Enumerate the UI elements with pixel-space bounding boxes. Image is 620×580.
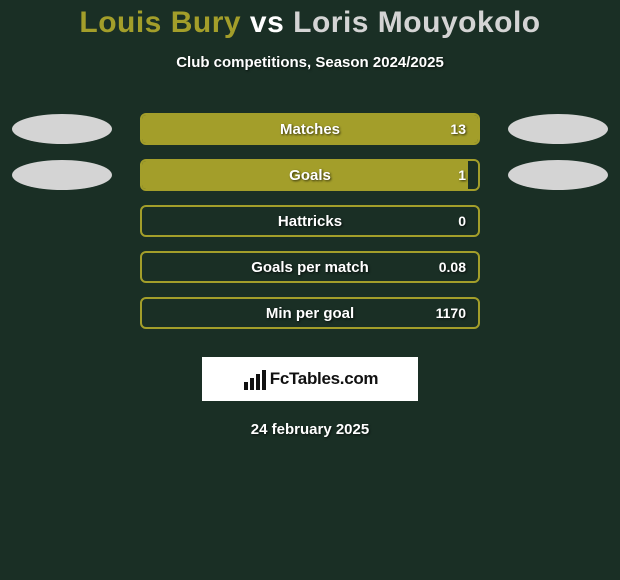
stat-row: Matches13 bbox=[0, 113, 620, 145]
stat-bar: Min per goal1170 bbox=[140, 297, 480, 329]
stat-label: Goals bbox=[142, 161, 478, 189]
stat-label: Hattricks bbox=[142, 207, 478, 235]
subtitle: Club competitions, Season 2024/2025 bbox=[0, 54, 620, 71]
title-player2: Loris Mouyokolo bbox=[293, 6, 541, 39]
comparison-title: Louis Bury vs Loris Mouyokolo bbox=[0, 6, 620, 40]
stat-label: Matches bbox=[142, 115, 478, 143]
stat-bar: Goals1 bbox=[140, 159, 480, 191]
stat-row: Hattricks0 bbox=[0, 205, 620, 237]
player-left-marker bbox=[12, 114, 112, 144]
stat-row: Min per goal1170 bbox=[0, 297, 620, 329]
marker-placeholder bbox=[508, 252, 608, 282]
stat-bar: Hattricks0 bbox=[140, 205, 480, 237]
stat-value: 0 bbox=[458, 207, 466, 235]
stat-label: Goals per match bbox=[142, 253, 478, 281]
stat-row: Goals per match0.08 bbox=[0, 251, 620, 283]
player-right-marker bbox=[508, 160, 608, 190]
fctables-logo[interactable]: FcTables.com bbox=[202, 357, 418, 401]
title-player1: Louis Bury bbox=[79, 6, 241, 39]
title-vs: vs bbox=[250, 6, 284, 39]
marker-placeholder bbox=[508, 206, 608, 236]
marker-placeholder bbox=[12, 252, 112, 282]
stat-value: 0.08 bbox=[439, 253, 466, 281]
marker-placeholder bbox=[508, 298, 608, 328]
stat-value: 1170 bbox=[436, 299, 466, 327]
stat-label: Min per goal bbox=[142, 299, 478, 327]
marker-placeholder bbox=[12, 298, 112, 328]
player-right-marker bbox=[508, 114, 608, 144]
stat-value: 1 bbox=[458, 161, 466, 189]
stat-bar: Goals per match0.08 bbox=[140, 251, 480, 283]
player-left-marker bbox=[12, 160, 112, 190]
logo-text: FcTables.com bbox=[270, 369, 379, 389]
stat-value: 13 bbox=[450, 115, 466, 143]
stat-bar: Matches13 bbox=[140, 113, 480, 145]
date-text: 24 february 2025 bbox=[0, 421, 620, 438]
marker-placeholder bbox=[12, 206, 112, 236]
bar-chart-icon bbox=[242, 368, 266, 390]
stat-row: Goals1 bbox=[0, 159, 620, 191]
